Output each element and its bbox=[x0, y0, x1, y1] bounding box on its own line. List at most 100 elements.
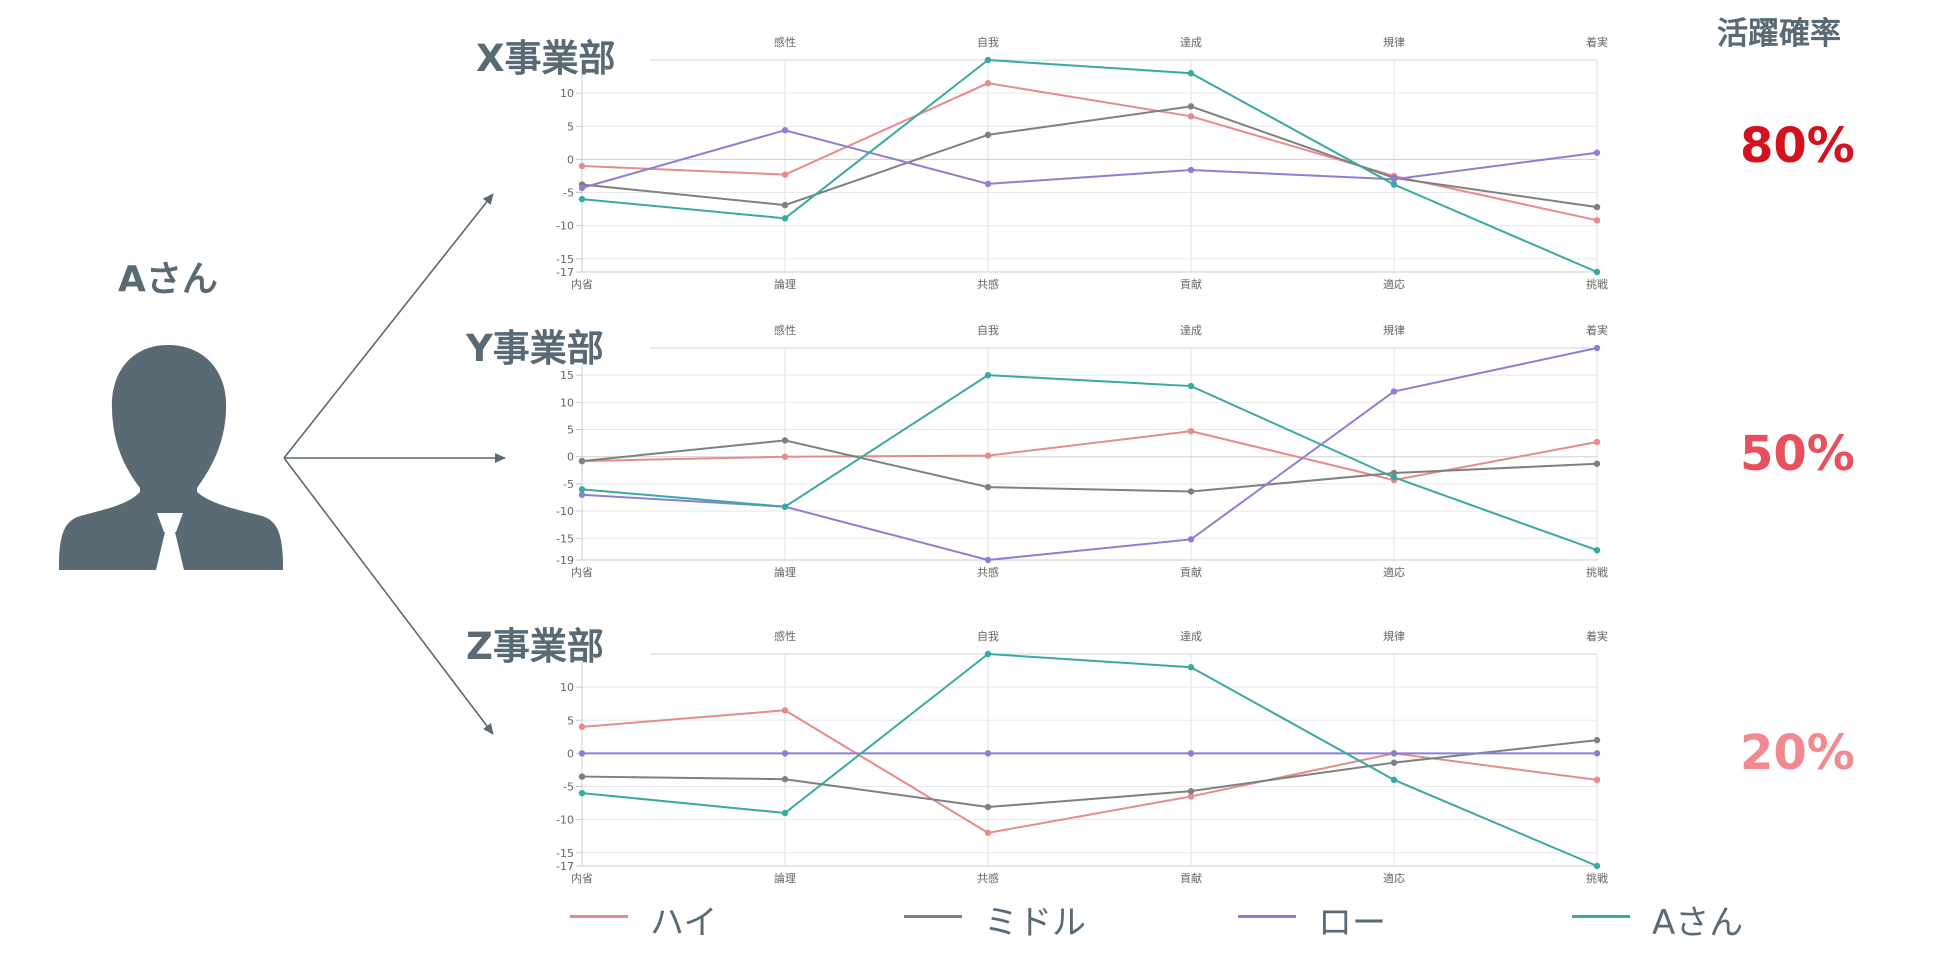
y-tick-label: -15 bbox=[556, 847, 574, 860]
data-point bbox=[1390, 759, 1398, 766]
x-tick-label: 共感 bbox=[977, 872, 999, 885]
chart-title-z: Z事業部 bbox=[466, 625, 604, 668]
series-line-0 bbox=[581, 430, 1598, 482]
y-tick-label: -10 bbox=[556, 814, 574, 827]
y-tick-label: 0 bbox=[567, 451, 574, 464]
data-point bbox=[1187, 382, 1195, 390]
rate-z: 20% bbox=[1740, 725, 1855, 781]
data-point bbox=[1593, 750, 1601, 757]
top-axis-label: 感性 bbox=[774, 35, 796, 49]
data-point bbox=[1187, 787, 1195, 795]
top-axis-label: 自我 bbox=[977, 36, 999, 49]
data-point bbox=[1187, 793, 1195, 800]
legend-label-middle: ミドル bbox=[984, 903, 1086, 943]
series-line-2 bbox=[581, 129, 1598, 189]
data-point bbox=[578, 773, 586, 780]
data-point bbox=[1187, 103, 1195, 110]
top-axis-label: 達成 bbox=[1180, 324, 1202, 337]
x-tick-label: 内省 bbox=[571, 871, 593, 885]
x-tick-label: 貢献 bbox=[1180, 871, 1202, 885]
data-point bbox=[984, 371, 992, 379]
y-tick-label: -5 bbox=[563, 187, 574, 200]
data-point bbox=[984, 829, 992, 837]
top-axis-label: 着実 bbox=[1586, 35, 1608, 49]
data-point bbox=[1593, 736, 1601, 744]
person-label: Aさん bbox=[118, 259, 218, 300]
legend-label-a: Aさん bbox=[1652, 903, 1744, 943]
data-point bbox=[984, 79, 992, 87]
y-tick-label: 15 bbox=[560, 369, 574, 382]
data-point bbox=[1593, 862, 1601, 870]
data-point bbox=[578, 486, 586, 493]
x-tick-label: 貢献 bbox=[1180, 277, 1202, 291]
data-point bbox=[1593, 344, 1601, 352]
y-tick-label: -19 bbox=[556, 554, 574, 567]
y-tick-label: -10 bbox=[556, 220, 574, 233]
data-point bbox=[781, 750, 789, 757]
legend-line-a bbox=[1572, 915, 1630, 918]
x-tick-label: 挑戦 bbox=[1586, 565, 1608, 579]
series-line-3 bbox=[581, 374, 1598, 552]
top-axis-label: 着実 bbox=[1586, 629, 1608, 643]
data-point bbox=[1593, 268, 1601, 276]
y-tick-label: -10 bbox=[556, 505, 574, 518]
data-point bbox=[1187, 536, 1195, 543]
x-tick-label: 挑戦 bbox=[1586, 871, 1608, 885]
data-point bbox=[578, 162, 586, 170]
data-point bbox=[781, 453, 789, 460]
data-point bbox=[1187, 70, 1195, 77]
data-point bbox=[781, 437, 789, 444]
legend-line-low bbox=[1238, 915, 1296, 918]
data-point bbox=[781, 201, 789, 209]
data-point bbox=[781, 215, 789, 222]
legend-label-low: ロー bbox=[1318, 903, 1386, 943]
x-tick-label: 論理 bbox=[774, 277, 796, 291]
x-tick-label: 論理 bbox=[774, 871, 796, 885]
data-point bbox=[1187, 427, 1195, 435]
y-tick-label: 5 bbox=[567, 120, 574, 133]
data-point bbox=[1390, 181, 1398, 188]
x-tick-label: 貢献 bbox=[1180, 565, 1202, 579]
data-point bbox=[578, 723, 586, 731]
data-point bbox=[1390, 474, 1398, 481]
y-tick-label: -15 bbox=[556, 253, 574, 266]
data-point bbox=[1593, 776, 1601, 784]
x-tick-label: 適応 bbox=[1383, 565, 1405, 579]
series-line-3 bbox=[581, 652, 1598, 867]
x-tick-label: 挑戦 bbox=[1586, 277, 1608, 291]
data-point bbox=[1593, 203, 1601, 211]
legend-line-high bbox=[570, 915, 628, 918]
data-point bbox=[984, 650, 992, 658]
series-line-1 bbox=[581, 739, 1598, 809]
data-point bbox=[781, 707, 789, 714]
top-axis-label: 達成 bbox=[1180, 630, 1202, 643]
y-tick-label: 0 bbox=[567, 747, 574, 760]
x-tick-label: 共感 bbox=[977, 566, 999, 579]
x-tick-label: 適応 bbox=[1383, 871, 1405, 885]
series-line-0 bbox=[581, 709, 1598, 834]
top-axis-label: 着実 bbox=[1586, 323, 1608, 337]
x-tick-label: 論理 bbox=[774, 565, 796, 579]
series-line-3 bbox=[581, 58, 1598, 273]
y-tick-label: -17 bbox=[556, 860, 574, 873]
y-tick-label: 10 bbox=[560, 681, 574, 694]
data-point bbox=[781, 503, 789, 510]
y-tick-label: -17 bbox=[556, 266, 574, 279]
data-point bbox=[578, 789, 586, 797]
legend-line-middle bbox=[904, 915, 962, 918]
data-point bbox=[578, 195, 586, 203]
data-point bbox=[1593, 149, 1601, 156]
y-tick-label: 5 bbox=[567, 714, 574, 727]
data-point bbox=[578, 184, 586, 192]
top-axis-label: 自我 bbox=[977, 630, 999, 643]
x-tick-label: 共感 bbox=[977, 278, 999, 291]
data-point bbox=[984, 556, 992, 564]
arrow-to-z bbox=[283, 457, 494, 735]
series-line-1 bbox=[581, 105, 1598, 209]
chart-title-x: X事業部 bbox=[476, 37, 616, 80]
data-point bbox=[1187, 488, 1195, 495]
